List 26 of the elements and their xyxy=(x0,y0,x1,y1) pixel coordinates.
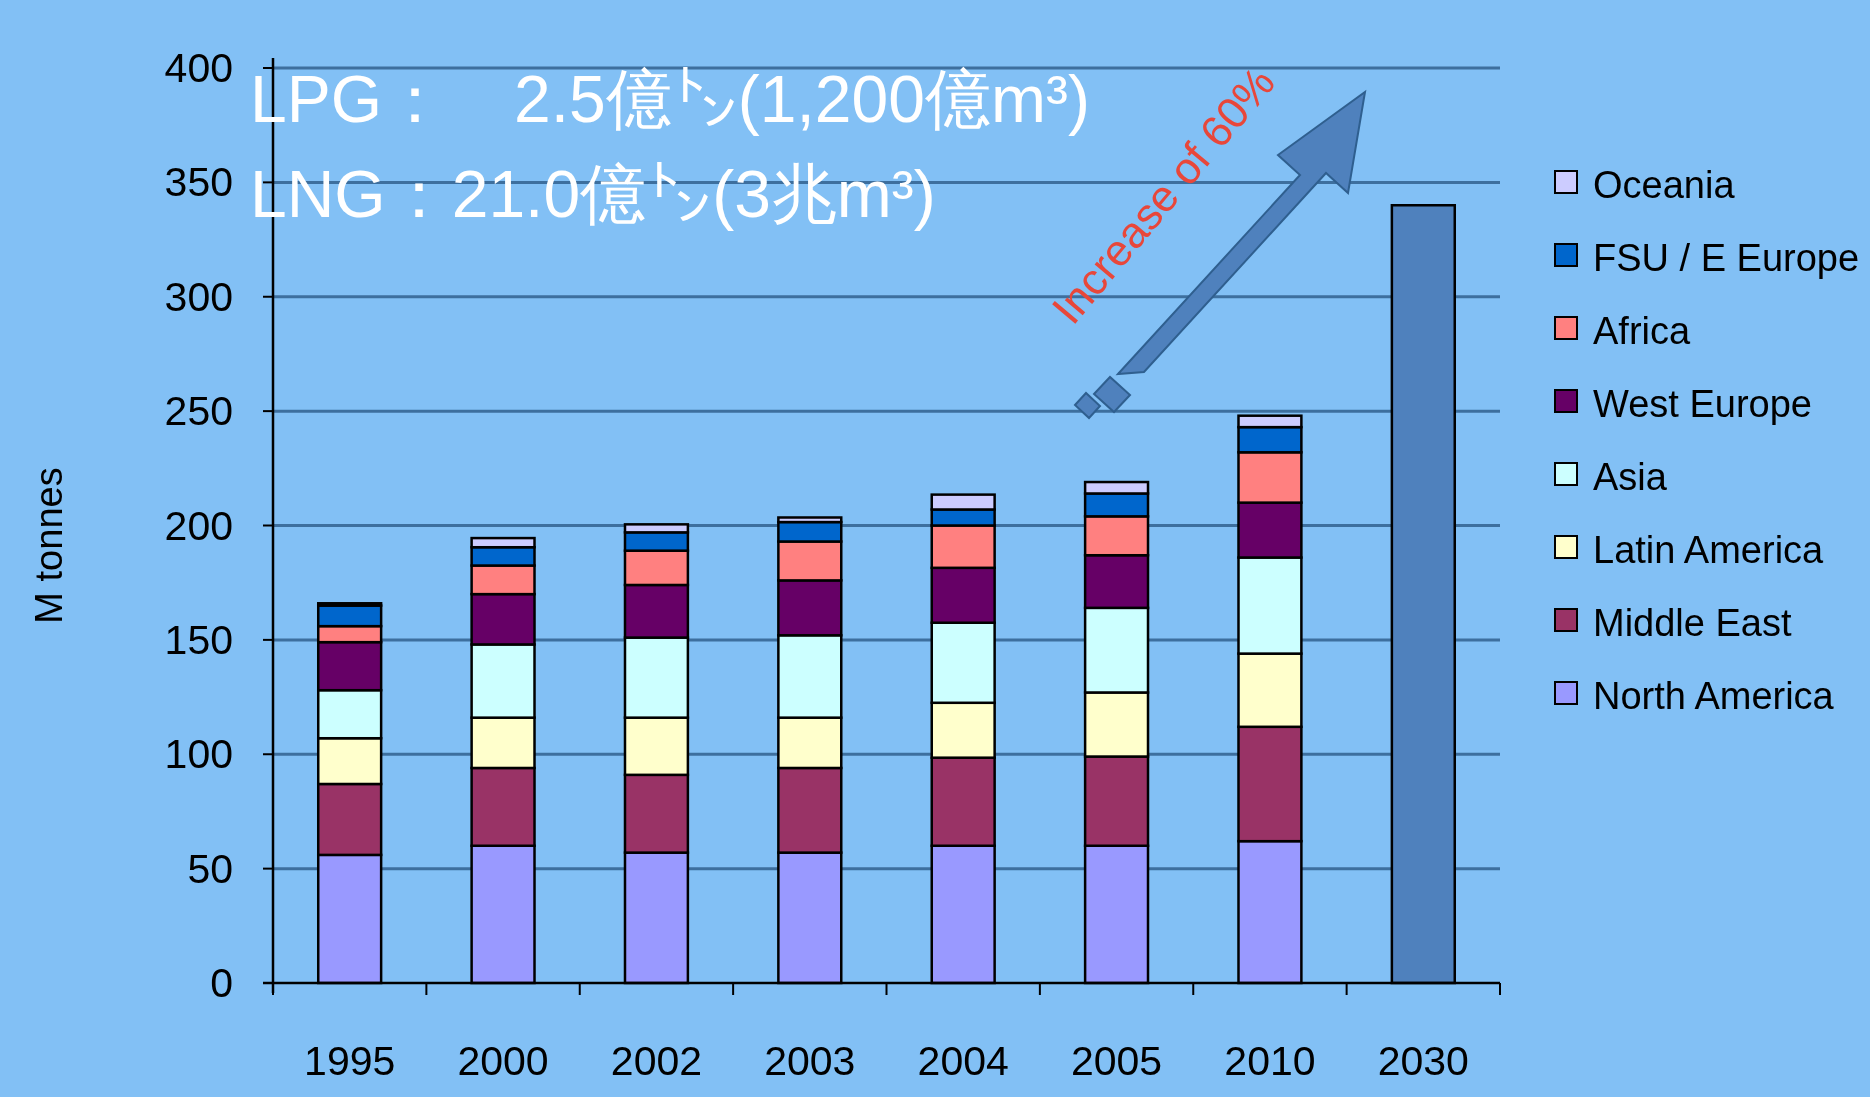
x-tick-label: 2005 xyxy=(1070,1038,1163,1084)
y-tick-label: 200 xyxy=(164,502,233,549)
x-tick-label: 2004 xyxy=(917,1038,1009,1084)
legend-label: Asia xyxy=(1593,456,1668,498)
x-tick-label: 1995 xyxy=(304,1038,396,1084)
y-tick-label: 300 xyxy=(164,273,233,320)
x-tick-label: 2003 xyxy=(764,1038,856,1084)
x-tick-label: 2010 xyxy=(1224,1038,1316,1084)
y-tick-label: 350 xyxy=(164,159,233,206)
legend-label: Latin America xyxy=(1593,529,1825,571)
x-tick-label: 2030 xyxy=(1377,1038,1469,1084)
legend-label: West Europe xyxy=(1593,383,1812,425)
legend-label: FSU / E Europe xyxy=(1593,237,1860,279)
y-tick-label: 0 xyxy=(210,960,233,1006)
legend-label: Africa xyxy=(1593,310,1691,352)
y-tick-label: 100 xyxy=(164,731,233,778)
legend-label: North America xyxy=(1593,675,1835,717)
legend-label: Middle East xyxy=(1593,602,1792,644)
legend-label: Oceania xyxy=(1593,164,1736,206)
y-tick-label: 50 xyxy=(187,845,233,892)
y-tick-label: 150 xyxy=(164,616,233,663)
y-tick-label: 250 xyxy=(164,388,233,435)
y-tick-label: 400 xyxy=(164,45,233,91)
y-axis-title: M tonnes xyxy=(28,467,70,624)
x-tick-label: 2000 xyxy=(457,1038,549,1084)
x-tick-label: 2002 xyxy=(610,1038,703,1084)
